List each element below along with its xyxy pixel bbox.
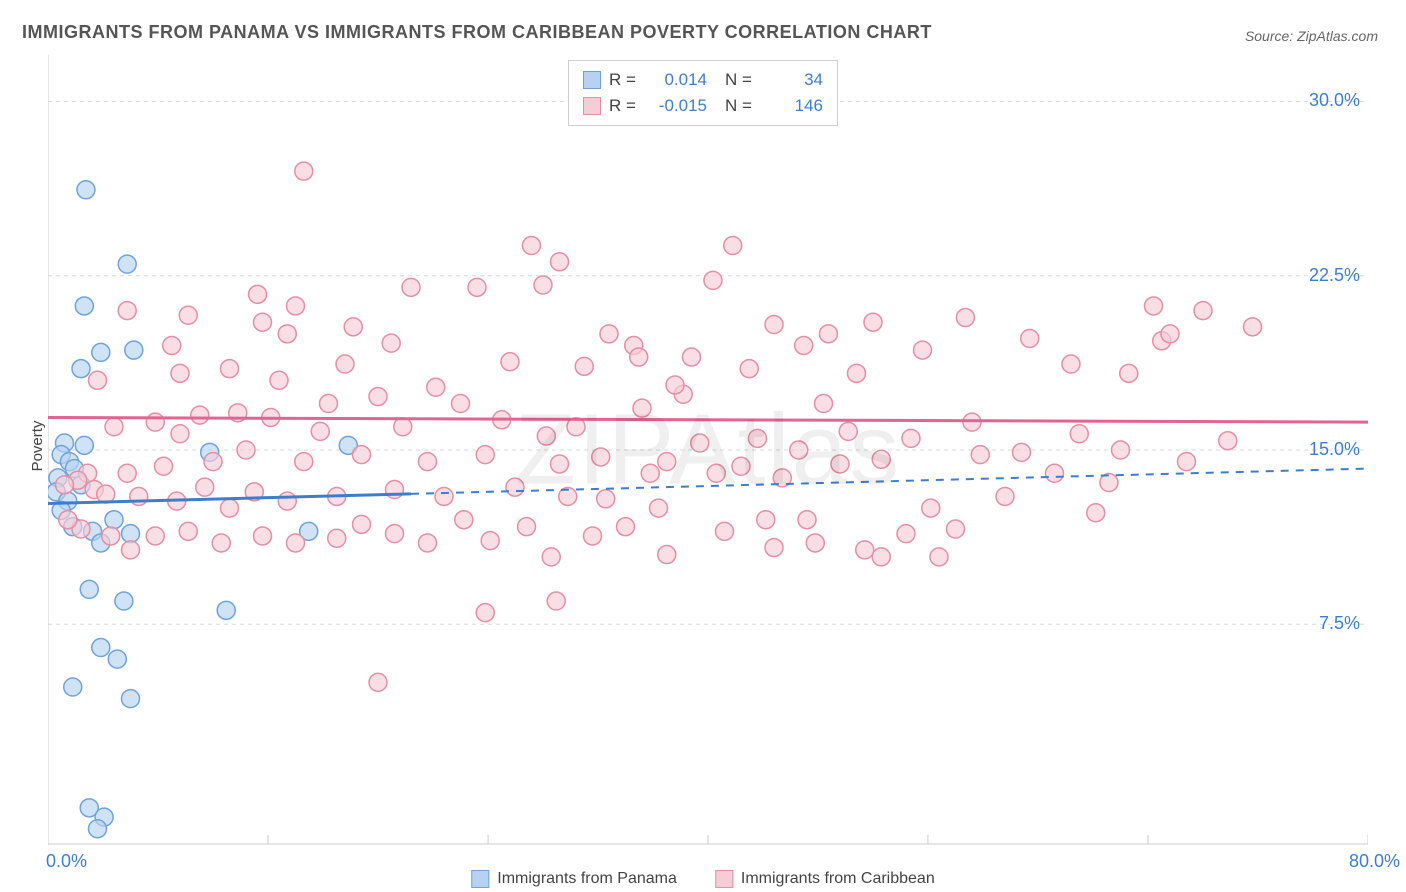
stats-legend: R = 0.014 N = 34 R = -0.015 N = 146 bbox=[568, 60, 838, 126]
y-tick-label: 30.0% bbox=[1309, 90, 1360, 111]
R-label: R = bbox=[609, 67, 643, 93]
N-value-caribbean: 146 bbox=[767, 93, 823, 119]
legend-label-caribbean: Immigrants from Caribbean bbox=[741, 870, 935, 888]
swatch-caribbean-icon bbox=[583, 97, 601, 115]
legend-row-caribbean: R = -0.015 N = 146 bbox=[583, 93, 823, 119]
R-label: R = bbox=[609, 93, 643, 119]
legend-item-panama: Immigrants from Panama bbox=[471, 870, 677, 888]
N-label: N = bbox=[725, 67, 759, 93]
x-axis-start-label: 0.0% bbox=[46, 851, 87, 872]
x-axis-end-label: 80.0% bbox=[1349, 851, 1400, 872]
y-axis-label: Poverty bbox=[29, 421, 46, 472]
N-value-panama: 34 bbox=[767, 67, 823, 93]
series-legend: Immigrants from Panama Immigrants from C… bbox=[471, 870, 934, 888]
swatch-caribbean-icon bbox=[715, 870, 733, 888]
y-tick-label: 15.0% bbox=[1309, 439, 1360, 460]
N-label: N = bbox=[725, 93, 759, 119]
R-value-caribbean: -0.015 bbox=[651, 93, 707, 119]
swatch-panama-icon bbox=[583, 71, 601, 89]
legend-row-panama: R = 0.014 N = 34 bbox=[583, 67, 823, 93]
chart-area: ZIPAtlas 7.5% 15.0% 22.5% 30.0% bbox=[48, 55, 1368, 845]
legend-item-caribbean: Immigrants from Caribbean bbox=[715, 870, 935, 888]
y-tick-label: 22.5% bbox=[1309, 265, 1360, 286]
legend-label-panama: Immigrants from Panama bbox=[497, 870, 677, 888]
scatter-plot bbox=[48, 55, 1368, 845]
y-tick-label: 7.5% bbox=[1319, 613, 1360, 634]
R-value-panama: 0.014 bbox=[651, 67, 707, 93]
swatch-panama-icon bbox=[471, 870, 489, 888]
chart-title: IMMIGRANTS FROM PANAMA VS IMMIGRANTS FRO… bbox=[22, 22, 932, 43]
source-label: Source: ZipAtlas.com bbox=[1245, 28, 1378, 44]
